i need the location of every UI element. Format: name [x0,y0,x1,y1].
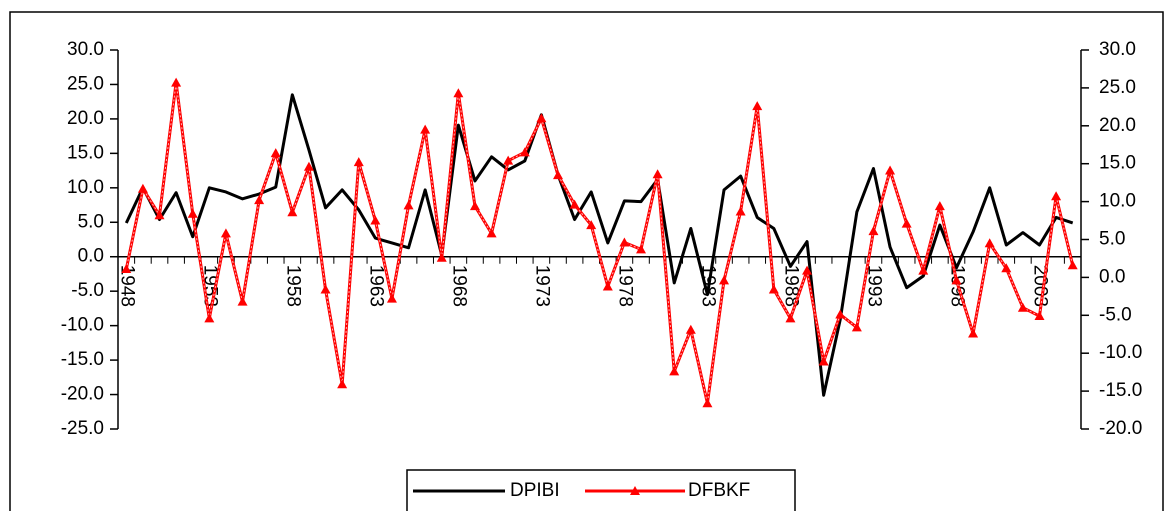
marker [1051,191,1062,201]
marker [619,237,630,247]
marker [652,169,663,179]
marker [885,165,896,175]
marker [802,265,813,275]
y-tick-label: 30.0 [67,39,104,60]
chart-frame [9,11,1164,511]
y2-tick-label: 20.0 [1099,115,1136,136]
marker [503,155,514,165]
y2-tick-label: 5.0 [1099,229,1125,250]
legend-label: DFBKF [688,480,750,501]
x-tick-label: 1958 [282,265,303,307]
x-tick-label: 1968 [448,265,469,307]
marker [486,228,497,238]
marker [337,379,348,389]
marker [154,210,165,220]
x-tick-label: 1973 [531,265,552,307]
marker [469,201,480,211]
marker [951,275,962,285]
x-tick-label: 1988 [780,265,801,307]
y2-tick-label: 25.0 [1099,77,1136,98]
marker [984,238,995,248]
x-tick-label: 1948 [116,265,137,307]
y2-tick-label: 15.0 [1099,153,1136,174]
marker [752,101,763,111]
legend-marker [630,486,640,495]
marker [1001,263,1012,273]
y2-tick-label: -5.0 [1099,304,1132,325]
marker [685,324,696,334]
y-tick-label: 25.0 [67,73,104,94]
y-tick-label: 20.0 [67,108,104,129]
marker [702,398,713,408]
marker [918,265,929,275]
y2-tick-label: -10.0 [1099,342,1142,363]
marker [818,356,829,366]
marker [536,113,547,123]
marker [851,322,862,332]
marker [735,206,746,216]
x-tick-label: 1963 [365,265,386,307]
marker [636,244,647,254]
marker [602,281,613,291]
marker [552,170,563,180]
marker [1067,260,1078,270]
y2-tick-label: 30.0 [1099,39,1136,60]
marker [453,88,464,98]
marker [353,157,364,167]
marker [586,220,597,230]
y-tick-label: -20.0 [61,384,104,405]
marker [370,215,381,225]
marker [1034,311,1045,321]
x-tick-label: 1978 [614,265,635,307]
marker [303,161,314,171]
marker [403,200,414,210]
x-tick-label: 1993 [863,265,884,307]
y-tick-label: 0.0 [78,246,104,267]
marker [569,199,580,209]
marker [220,228,231,238]
marker [868,226,879,236]
marker [436,252,447,262]
marker [420,124,431,134]
marker [254,195,265,205]
marker [287,207,298,217]
x-tick-label: 2003 [1029,265,1050,307]
y-tick-label: -25.0 [61,418,104,439]
y-tick-label: 5.0 [78,211,104,232]
y-tick-label: -5.0 [71,280,104,301]
y2-tick-label: -15.0 [1099,380,1142,401]
y2-tick-label: 10.0 [1099,191,1136,212]
marker [1017,302,1028,312]
marker [137,183,148,193]
marker [386,293,397,303]
marker [519,147,530,157]
marker [934,201,945,211]
marker [835,309,846,319]
marker [968,328,979,338]
y-tick-label: 15.0 [67,142,104,163]
legend-label: DPIBI [510,480,560,501]
marker [320,284,331,294]
marker [669,366,680,376]
marker [901,218,912,228]
series-line [124,93,1074,397]
marker [785,313,796,323]
y-tick-label: -10.0 [61,315,104,336]
series-line-pattern [125,82,1074,404]
marker [187,208,198,218]
marker [237,296,248,306]
marker [719,275,730,285]
marker [204,313,215,323]
y2-tick-label: 0.0 [1099,266,1125,287]
marker [270,148,281,158]
marker [171,77,182,87]
y-tick-label: -15.0 [61,349,104,370]
y2-tick-label: -20.0 [1099,418,1142,439]
y-tick-label: 10.0 [67,177,104,198]
marker [121,264,132,274]
marker [768,284,779,294]
